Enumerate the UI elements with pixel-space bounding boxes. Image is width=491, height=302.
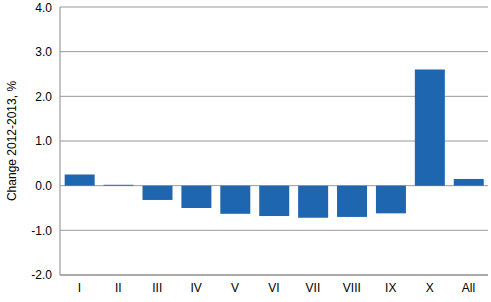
svg-text:II: II (115, 281, 122, 295)
svg-text:VI: VI (268, 281, 279, 295)
svg-text:0.0: 0.0 (35, 179, 52, 193)
svg-text:-2.0: -2.0 (31, 268, 52, 282)
svg-text:2.0: 2.0 (35, 90, 52, 104)
svg-text:1.0: 1.0 (35, 134, 52, 148)
svg-text:V: V (231, 281, 239, 295)
svg-text:-1.0: -1.0 (31, 224, 52, 238)
svg-text:IV: IV (191, 281, 202, 295)
svg-text:III: III (152, 281, 162, 295)
svg-text:Change 2012-2013, %: Change 2012-2013, % (8, 81, 19, 201)
svg-text:All: All (462, 281, 475, 295)
svg-text:VIII: VIII (343, 281, 361, 295)
svg-text:IX: IX (385, 281, 396, 295)
svg-text:X: X (426, 281, 434, 295)
svg-text:4.0: 4.0 (35, 1, 52, 15)
svg-text:VII: VII (306, 281, 321, 295)
svg-text:3.0: 3.0 (35, 45, 52, 59)
svg-text:I: I (78, 281, 81, 295)
